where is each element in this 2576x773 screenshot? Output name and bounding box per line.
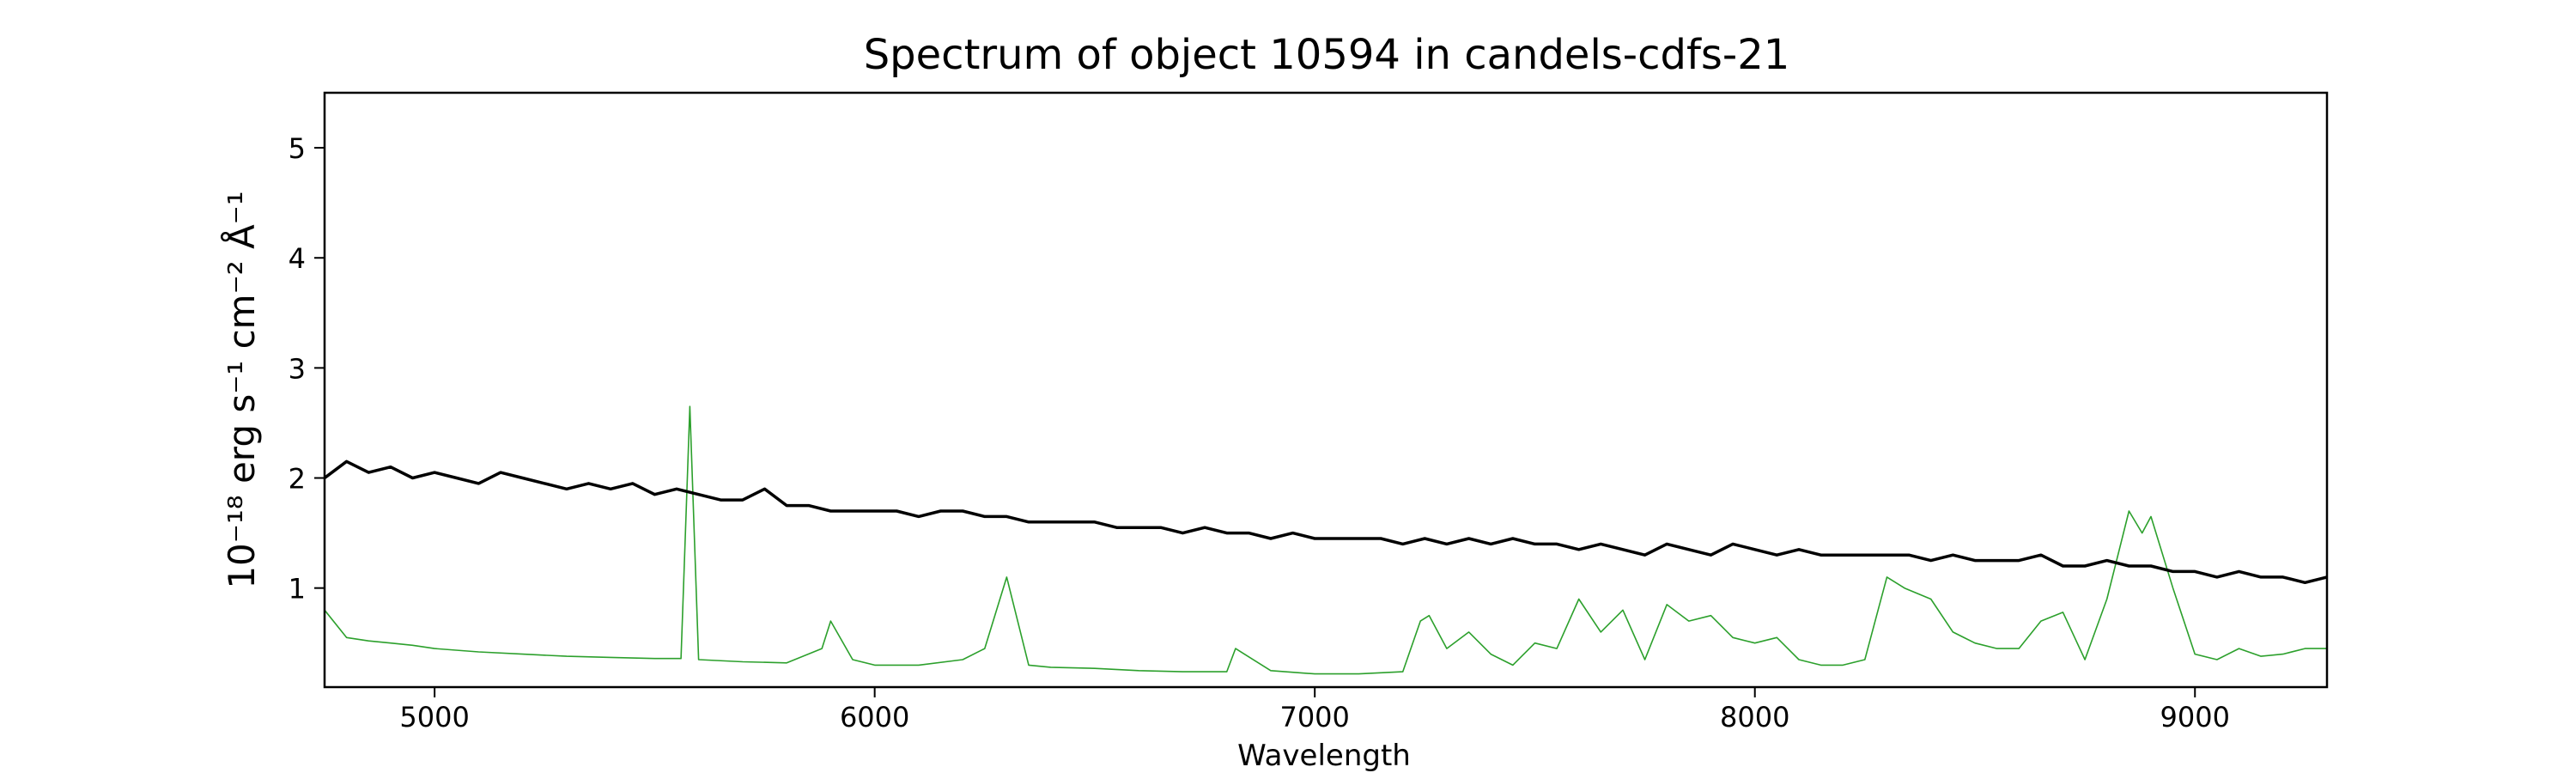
chart-title: Spectrum of object 10594 in candels-cdfs… — [864, 31, 1790, 79]
x-tick-label: 8000 — [1720, 701, 1789, 733]
y-tick-label: 1 — [289, 573, 306, 606]
x-tick-label: 5000 — [399, 701, 469, 733]
y-tick-label: 2 — [289, 463, 306, 496]
x-tick-label: 6000 — [840, 701, 909, 733]
axis-ticks: 5000 6000 7000 8000 9000 1 2 3 4 5 — [289, 132, 2230, 733]
y-tick-label: 3 — [289, 352, 306, 385]
x-tick-label: 7000 — [1279, 701, 1349, 733]
series-line-2 — [325, 405, 2327, 675]
y-tick-label: 5 — [289, 132, 306, 165]
plot-frame — [323, 91, 2329, 689]
x-axis-label: Wavelength — [1237, 739, 1411, 773]
plot-area — [325, 405, 2327, 675]
y-axis-label: 10⁻¹⁸ erg s⁻¹ cm⁻² Å⁻¹ — [220, 191, 263, 588]
y-tick-label: 4 — [289, 242, 306, 275]
series-line-1 — [325, 460, 2327, 585]
x-tick-label: 9000 — [2160, 701, 2230, 733]
